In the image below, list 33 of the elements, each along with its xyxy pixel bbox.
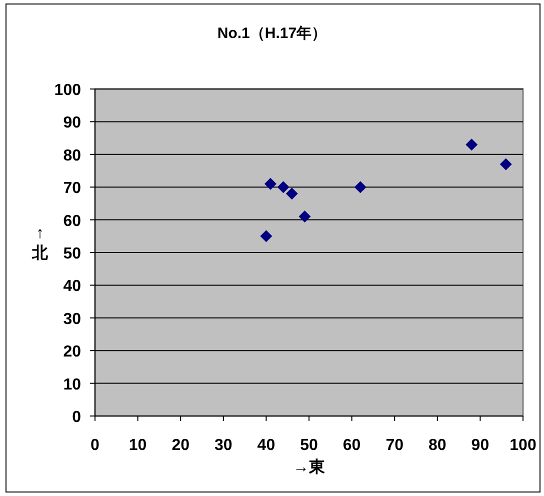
y-tick-label: 0 [72,409,82,426]
point [286,188,298,200]
x-tick-label: 0 [90,437,100,454]
y-tick-label: 90 [63,114,82,132]
point [264,178,276,190]
y-tick-label: 30 [63,310,82,328]
point [260,230,272,242]
point [466,138,478,151]
x-tick-label: 20 [172,437,190,454]
x-tick-label: 80 [428,437,446,454]
y-tick-label: 60 [63,212,82,230]
x-tick-label: 10 [128,437,147,454]
x-tick-label: 100 [510,437,536,454]
x-tick-label: 90 [471,437,490,454]
x-tick-label: 70 [386,437,404,454]
y-tick-label: 70 [63,180,82,198]
y-tick-label: 20 [63,344,82,361]
y-axis-title: ↑北 [31,225,49,262]
point [500,158,512,170]
y-tick-label: 10 [63,376,82,394]
chart-title: No.1（H.17年） [217,25,327,42]
y-tick-label: 40 [63,278,82,296]
y-tick-label: 50 [63,246,82,262]
point [277,181,290,194]
x-tick-label: 30 [214,437,232,454]
y-tick-label: 80 [63,147,82,164]
point [354,181,366,194]
x-axis-title: →東 [293,458,326,476]
x-tick-label: 50 [300,437,318,454]
x-tick-label: 60 [342,437,361,454]
x-tick-label: 40 [257,437,276,454]
y-tick-label: 100 [54,82,82,99]
point [298,210,311,223]
